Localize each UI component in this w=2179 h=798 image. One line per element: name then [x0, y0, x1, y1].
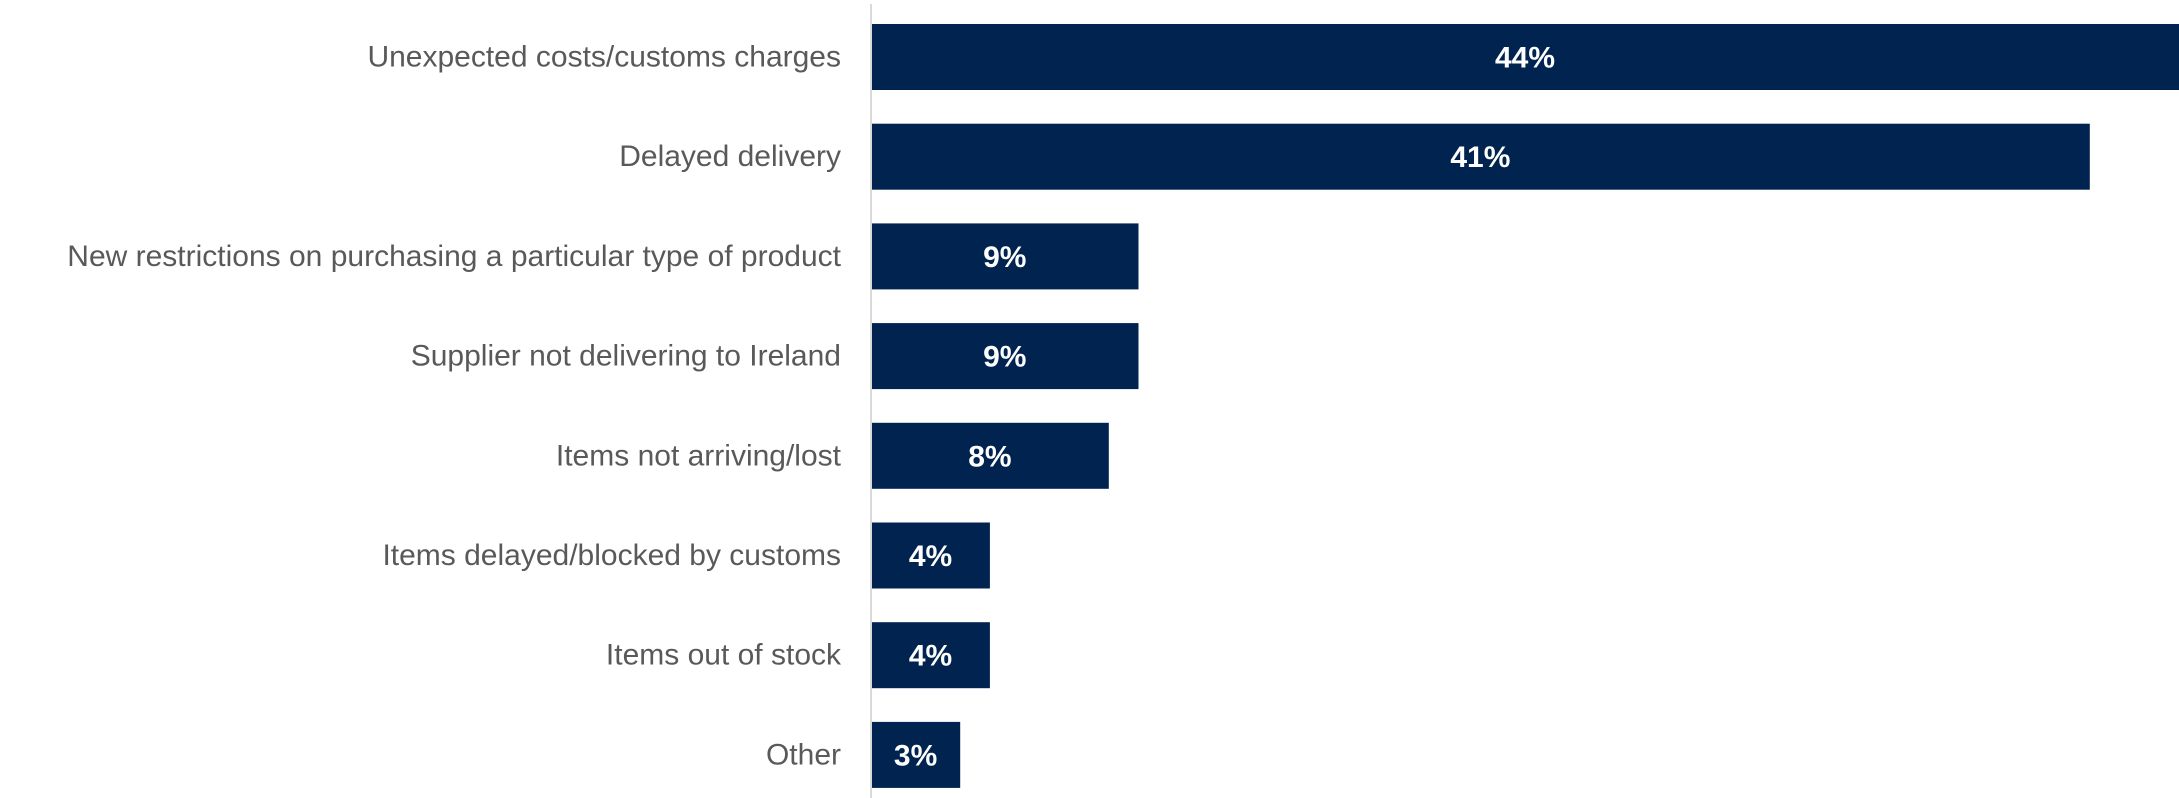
- category-label: Items delayed/blocked by customs: [382, 539, 841, 572]
- category-label: Supplier not delivering to Ireland: [411, 340, 841, 373]
- category-label: Items out of stock: [606, 639, 842, 672]
- data-label: 3%: [894, 739, 937, 772]
- category-label: Delayed delivery: [619, 140, 841, 173]
- bar: [871, 323, 1139, 390]
- data-label: 9%: [983, 241, 1026, 274]
- bar: [871, 223, 1139, 290]
- bar: [871, 622, 990, 689]
- data-label: 4%: [909, 540, 952, 573]
- bar: [871, 721, 961, 788]
- data-label: 4%: [909, 640, 952, 673]
- data-label: 9%: [983, 341, 1026, 374]
- category-label: Unexpected costs/customs charges: [367, 41, 841, 74]
- category-label: Items not arriving/lost: [556, 439, 842, 472]
- data-label: 44%: [1495, 42, 1555, 75]
- bar: [871, 24, 2179, 90]
- category-labels: Unexpected costs/customs charges Delayed …: [67, 41, 842, 772]
- value-labels: 44% 41% 9% 9% 8% 4% 4% 3%: [894, 42, 1555, 773]
- category-label: Other: [766, 738, 841, 771]
- data-label: 8%: [968, 440, 1011, 473]
- category-label: New restrictions on purchasing a particu…: [67, 240, 841, 273]
- bar: [871, 522, 990, 589]
- data-label: 41%: [1450, 141, 1510, 174]
- bars-layer: [871, 24, 2179, 788]
- bar: [871, 123, 2090, 190]
- bar: [871, 422, 1109, 489]
